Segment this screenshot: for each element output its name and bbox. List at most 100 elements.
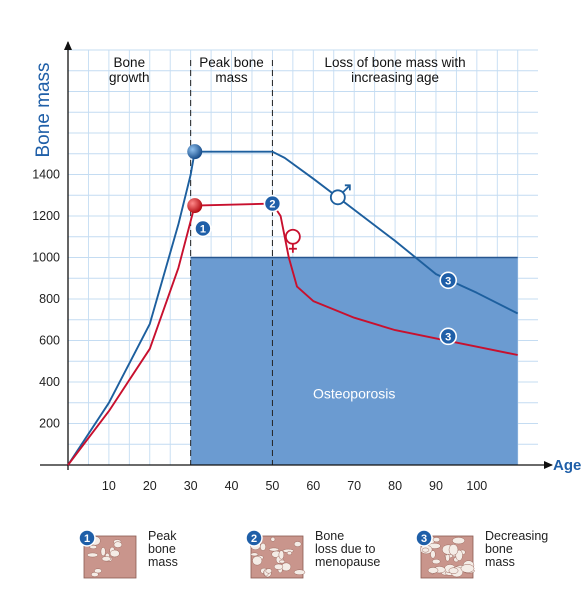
female-peak-dot: [187, 198, 203, 214]
legend-badge-circle: [245, 529, 263, 547]
x-tick-label: 100: [466, 479, 487, 493]
x-tick-label: 40: [225, 479, 239, 493]
x-tick-label: 30: [184, 479, 198, 493]
bone-texture-svg: 3: [415, 529, 475, 579]
bone-pore: [421, 547, 430, 553]
y-tick-label: 600: [39, 334, 60, 348]
number-badge-circle: [263, 194, 282, 213]
number-badge-2: 2: [263, 194, 282, 213]
legend-item-1: 1 Peak bone mass: [78, 529, 178, 580]
y-axis-label: Bone mass: [33, 62, 54, 157]
legend-badge-label: 2: [251, 533, 257, 545]
bone-pore: [109, 549, 120, 558]
number-badge-circle: [439, 327, 458, 346]
bone-pore: [268, 547, 280, 552]
series-line-2: [67, 202, 518, 466]
phase-label-line: mass: [215, 70, 248, 85]
osteoporosis-label: Osteoporosis: [313, 386, 395, 402]
bone-pore: [432, 537, 441, 543]
x-tick-label: 20: [143, 479, 157, 493]
bone-pore: [448, 544, 459, 556]
bone-texture-icon: 1: [78, 529, 140, 580]
bone-pore: [252, 555, 263, 566]
phase-label-line: increasing age: [351, 70, 439, 85]
x-tick-label: 70: [347, 479, 361, 493]
phase-label-line: Peak bone: [199, 55, 264, 70]
legend-item-2: 2 Bone loss due to menopause: [245, 529, 381, 580]
number-badge-3: 3: [439, 271, 458, 290]
x-tick-label: 90: [429, 479, 443, 493]
bone-pore: [101, 556, 111, 562]
legend-badge-label: 1: [84, 533, 90, 545]
bone-pore: [293, 569, 306, 576]
number-badge-circle: [439, 271, 458, 290]
bone-pore: [293, 541, 302, 547]
bone-pore: [260, 542, 266, 551]
x-tick-label: 80: [388, 479, 402, 493]
legend-item-3: 3 Decreasing bone mass: [415, 529, 549, 580]
series-group: [67, 150, 519, 466]
phase-label-line: Loss of bone mass with: [325, 55, 466, 70]
female-symbol-icon: [284, 228, 301, 253]
number-badge-circle: [194, 219, 212, 238]
bone-pore: [113, 541, 123, 548]
number-badge-label: 2: [269, 199, 275, 211]
legend-badge-label: 3: [421, 533, 427, 545]
male-symbol-ring: [329, 189, 346, 206]
bone-pore: [445, 553, 450, 562]
legend-item-3-text: Decreasing bone mass: [485, 529, 549, 569]
y-tick-label: 400: [39, 375, 60, 389]
bone-pore: [278, 550, 285, 560]
bone-pore: [460, 564, 475, 573]
x-tick-label: 10: [102, 479, 116, 493]
x-axis-label: Age: [553, 457, 581, 474]
bone-pore: [279, 559, 286, 564]
phase-label-2: Peak bone mass: [199, 55, 264, 85]
y-tick-label: 800: [39, 292, 60, 306]
bone-mass-chart: Osteoporosis Bone growth Peak bone mass Loss …: [32, 41, 581, 493]
bone-pore: [94, 568, 102, 574]
bone-texture-icon: 3: [415, 529, 477, 580]
x-tick-label: 50: [265, 479, 279, 493]
legend-item-1-text: Peak bone mass: [148, 529, 178, 569]
legend-badge-circle: [78, 529, 96, 547]
bone-texture-svg: 1: [78, 529, 137, 579]
bone-pore: [448, 567, 459, 574]
number-badge-label: 1: [200, 223, 206, 235]
bone-pore: [89, 545, 98, 550]
bone-pore: [430, 550, 436, 559]
bone-pore: [273, 563, 284, 570]
y-tick-label: 1200: [32, 209, 60, 223]
phase-label-1: Bone growth: [109, 55, 150, 85]
bone-pore: [431, 558, 441, 565]
y-tick-label: 200: [39, 417, 60, 431]
y-tick-label: 1400: [32, 168, 60, 182]
bone-texture-svg: 2: [245, 529, 306, 579]
number-badge-3: 3: [439, 327, 458, 346]
bone-pore: [427, 567, 439, 574]
y-tick-label: 1000: [32, 251, 60, 265]
male-symbol-arrow: [342, 185, 350, 193]
bone-pore: [250, 552, 259, 557]
number-badge-1: 1: [194, 219, 212, 238]
bone-texture-icon: 2: [245, 529, 307, 580]
x-tick-label: 60: [306, 479, 320, 493]
bone-pore: [100, 547, 106, 557]
legend-badge-circle: [415, 529, 433, 547]
number-badge-label: 3: [445, 275, 451, 287]
male-symbol-head: [344, 184, 351, 191]
bone-pore: [86, 552, 99, 558]
male-symbol-icon: [329, 184, 351, 206]
bone-pore: [265, 568, 272, 574]
bone-pore: [452, 537, 466, 545]
osteoporosis-region: [190, 257, 518, 465]
phase-label-line: growth: [109, 70, 150, 85]
legend-item-2-text: Bone loss due to menopause: [315, 529, 381, 569]
bone-pore: [286, 551, 292, 556]
phase-label-line: Bone: [114, 55, 146, 70]
female-symbol-ring: [284, 228, 301, 245]
number-badge-label: 3: [445, 331, 451, 343]
series-line-1: [67, 150, 519, 466]
phase-label-3: Loss of bone mass with increasing age: [325, 55, 466, 85]
male-peak-dot: [187, 144, 203, 160]
